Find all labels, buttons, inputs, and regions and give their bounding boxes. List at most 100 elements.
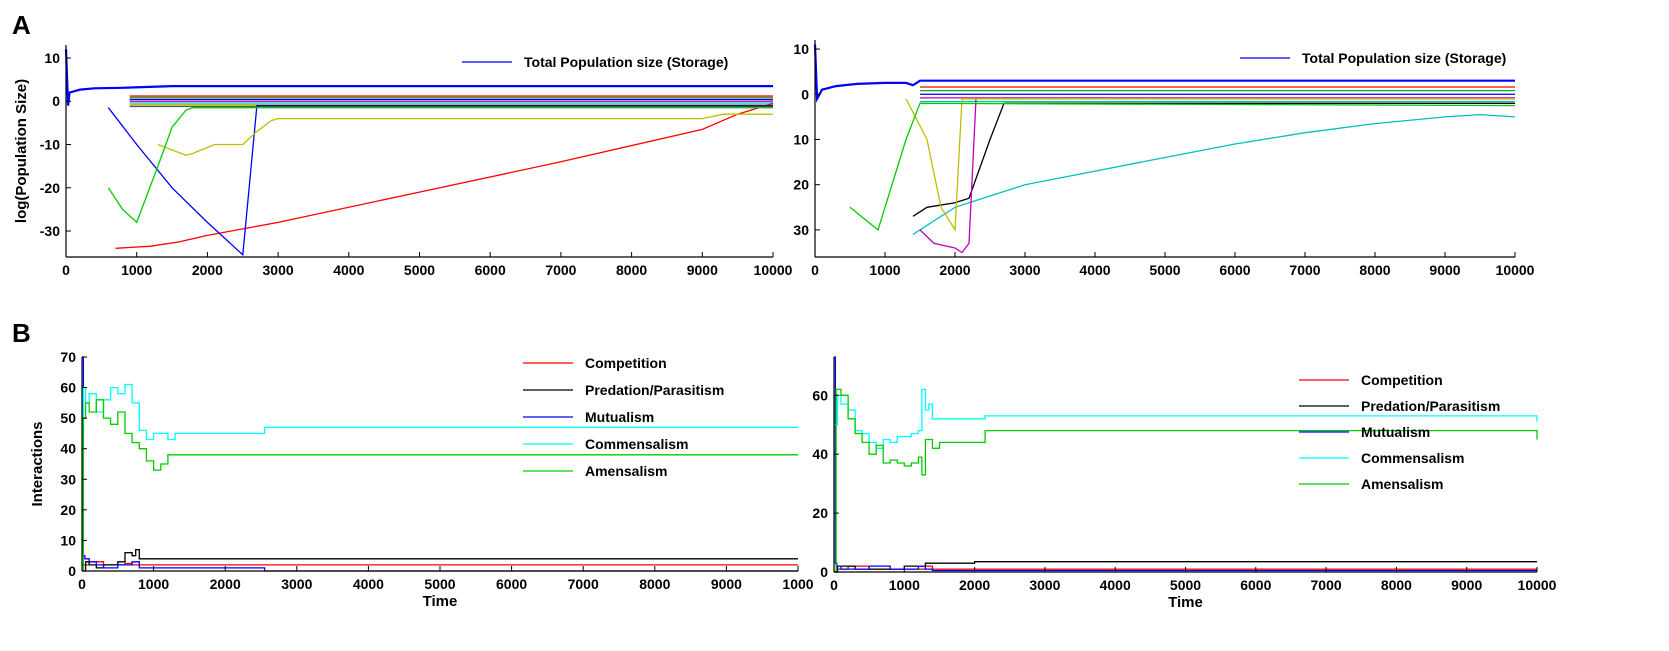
y-tick-label: 40 <box>60 441 76 457</box>
x-tick-label: 2000 <box>210 576 241 592</box>
x-tick-label: 6000 <box>475 262 506 278</box>
x-tick-label: 5000 <box>424 576 455 592</box>
y-tick-label: 10 <box>793 131 809 147</box>
x-tick-label: 0 <box>78 576 86 592</box>
series-line <box>849 102 1516 232</box>
y-tick-label: 10 <box>60 532 76 548</box>
x-tick-label: 4000 <box>1100 577 1131 593</box>
x-tick-label: 7000 <box>1311 577 1342 593</box>
legend-label: Commensalism <box>1361 450 1464 466</box>
series-line <box>157 113 773 156</box>
x-tick-label: 2000 <box>959 577 990 593</box>
y-tick-label: 20 <box>812 505 828 521</box>
series-line <box>919 98 1515 254</box>
x-tick-label: 3000 <box>281 576 312 592</box>
chart-a-left: 0 1000 2000 3000 4000 5000 6000 7000 8000 9000 100… <box>13 45 793 278</box>
x-tick-label: 3000 <box>1009 262 1040 278</box>
legend-label: Amensalism <box>1361 476 1443 492</box>
legend: Total Population size (Storage) <box>1240 50 1506 66</box>
y-tick-label: 0 <box>801 86 809 102</box>
legend-label: Competition <box>585 355 667 371</box>
x-tick-label: 0 <box>811 262 819 278</box>
legend-label: Amensalism <box>585 463 667 479</box>
legend-label: Competition <box>1361 372 1443 388</box>
x-tick-label: 4000 <box>333 262 364 278</box>
x-tick-label: 0 <box>62 262 70 278</box>
y-tick-label: 0 <box>52 93 60 109</box>
x-tick-label: 5000 <box>1170 577 1201 593</box>
series-line <box>912 102 1515 217</box>
y-tick-label: 70 <box>60 349 76 365</box>
x-tick-label: 1000 <box>138 576 169 592</box>
x-tick-label: 9000 <box>711 576 742 592</box>
x-tick-label: 5000 <box>1149 262 1180 278</box>
legend-label: Commensalism <box>585 436 688 452</box>
y-axis-label: log(Population Size) <box>13 79 30 223</box>
x-tick-label: 7000 <box>1289 262 1320 278</box>
series-line <box>905 98 1515 233</box>
series-line <box>107 104 773 257</box>
x-tick-label: 6000 <box>1219 262 1250 278</box>
x-tick-label: 5000 <box>404 262 435 278</box>
series-line <box>107 107 773 224</box>
x-tick-label: 10000 <box>754 262 793 278</box>
chart-b-left: 0 1000 2000 3000 4000 5000 6000 7000 8000 9000 100… <box>29 349 814 610</box>
y-tick-label: 60 <box>60 380 76 396</box>
y-tick-label: 10 <box>44 50 60 66</box>
legend-label: Total Population size (Storage) <box>1302 50 1506 66</box>
x-tick-label: 0 <box>830 577 838 593</box>
legend-label: Mutualism <box>1361 424 1430 440</box>
x-tick-label: 9000 <box>1429 262 1460 278</box>
y-tick-label: -20 <box>40 180 60 196</box>
series-line-commensalism <box>834 388 1538 449</box>
x-tick-label: 8000 <box>639 576 670 592</box>
x-tick-label: 9000 <box>1451 577 1482 593</box>
series-line-mutualism <box>82 356 798 572</box>
panel-label-b: B <box>12 318 31 348</box>
x-tick-label: 10000 <box>1496 262 1535 278</box>
y-tick-label: 20 <box>793 177 809 193</box>
series-line <box>115 102 774 249</box>
y-tick-label: -10 <box>40 137 60 153</box>
series-line-total-population-size-storage- <box>64 49 773 106</box>
series-line-amensalism <box>82 399 798 572</box>
x-tick-label: 2000 <box>939 262 970 278</box>
x-tick-label: 10000 <box>1518 577 1557 593</box>
chart-b-right: 0 1000 2000 3000 4000 5000 6000 7000 8000 9000 100… <box>812 356 1557 611</box>
x-tick-label: 8000 <box>616 262 647 278</box>
x-axis-label: Time <box>423 593 458 610</box>
y-tick-label: 30 <box>60 471 76 487</box>
panel-label-a: A <box>12 10 31 40</box>
legend-label: Total Population size (Storage) <box>524 54 728 70</box>
x-tick-label: 2000 <box>192 262 223 278</box>
y-tick-label: 10 <box>793 41 809 57</box>
legend: Competition Predation/Parasitism Mutualism… <box>523 355 724 479</box>
series-line-commensalism <box>82 383 798 450</box>
y-tick-label: 50 <box>60 410 76 426</box>
y-tick-label: 0 <box>68 563 76 579</box>
y-tick-label: 30 <box>793 222 809 238</box>
legend: Competition Predation/Parasitism Mutualism… <box>1299 372 1500 492</box>
chart-a-right: 0 1000 2000 3000 4000 5000 6000 7000 8000 9000 100… <box>793 40 1535 278</box>
x-tick-label: 6000 <box>496 576 527 592</box>
x-tick-label: 1000 <box>782 576 813 592</box>
x-tick-label: 6000 <box>1240 577 1271 593</box>
x-tick-label: 4000 <box>353 576 384 592</box>
x-tick-label: 8000 <box>1359 262 1390 278</box>
series-line-amensalism <box>834 388 1538 573</box>
x-tick-label: 3000 <box>1029 577 1060 593</box>
x-tick-label: 1000 <box>121 262 152 278</box>
x-tick-label: 1000 <box>889 577 920 593</box>
x-tick-label: 4000 <box>1079 262 1110 278</box>
series-line-mutualism <box>834 356 1537 572</box>
legend-label: Mutualism <box>585 409 654 425</box>
y-tick-label: -30 <box>40 223 60 239</box>
legend: Total Population size (Storage) <box>462 54 728 70</box>
legend-label: Predation/Parasitism <box>1361 398 1500 414</box>
x-tick-label: 7000 <box>545 262 576 278</box>
y-tick-label: 60 <box>812 387 828 403</box>
legend-label: Predation/Parasitism <box>585 382 724 398</box>
series-line-competition <box>82 561 798 566</box>
y-axis-label: Interactions <box>29 421 46 506</box>
